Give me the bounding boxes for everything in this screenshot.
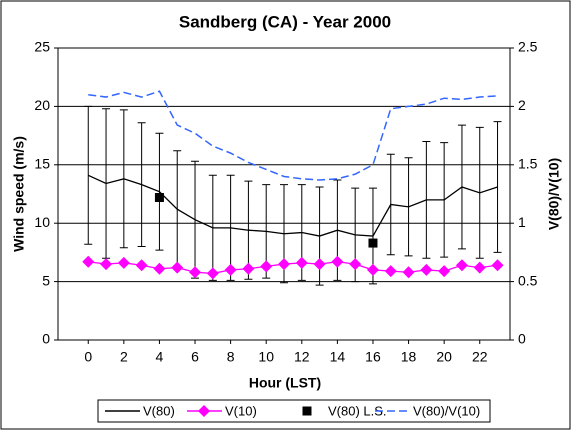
series-line <box>87 174 498 237</box>
y-tick-label: 20 <box>34 97 50 113</box>
x-tick-label: 10 <box>258 349 274 365</box>
marker <box>313 258 326 271</box>
x-tick-label: 18 <box>401 349 417 365</box>
x-axis-label: Hour (LST) <box>249 375 321 391</box>
marker <box>366 263 379 276</box>
marker <box>473 261 486 274</box>
x-tick-label: 6 <box>191 349 199 365</box>
x-tick-label: 14 <box>330 349 346 365</box>
x-tick-label: 4 <box>156 349 164 365</box>
marker <box>384 265 397 278</box>
chart-border <box>0 0 571 430</box>
y2-tick-label: 1 <box>518 214 526 230</box>
x-tick-label: 8 <box>227 349 235 365</box>
marker <box>402 266 415 279</box>
marker <box>295 256 308 269</box>
marker <box>438 265 451 278</box>
legend-label: V(80) L.S. <box>328 403 387 418</box>
y-tick-label: 0 <box>42 331 50 347</box>
y-tick-label: 5 <box>42 272 50 288</box>
legend-marker <box>302 406 312 416</box>
x-tick-label: 12 <box>294 349 310 365</box>
marker <box>278 258 290 271</box>
x-tick-label: 22 <box>472 349 488 365</box>
marker <box>260 260 273 273</box>
marker <box>171 261 184 274</box>
y-tick-label: 10 <box>34 214 50 230</box>
legend-marker <box>198 405 210 417</box>
y2-tick-label: 0 <box>518 331 526 347</box>
legend-box <box>97 399 491 423</box>
marker <box>206 267 219 280</box>
y2-tick-label: 1.5 <box>518 156 538 172</box>
marker <box>242 262 255 275</box>
chart-title: Sandberg (CA) - Year 2000 <box>179 12 391 31</box>
legend-label: V(80) <box>143 403 175 418</box>
marker <box>455 259 468 272</box>
y-tick-label: 25 <box>34 39 50 55</box>
x-tick-label: 0 <box>84 349 92 365</box>
marker <box>82 255 95 268</box>
marker <box>153 262 166 275</box>
marker <box>135 259 148 272</box>
legend-label: V(10) <box>225 403 257 418</box>
marker <box>368 238 378 248</box>
x-tick-label: 16 <box>365 349 381 365</box>
marker <box>420 263 433 276</box>
marker <box>331 255 344 268</box>
marker <box>154 193 164 203</box>
y-axis-label: Wind speed (m/s) <box>11 136 27 252</box>
marker <box>224 263 237 276</box>
legend-label: V(80)/V(10) <box>413 403 480 418</box>
marker <box>491 259 504 272</box>
y2-tick-label: 2.5 <box>518 39 538 55</box>
y2-tick-label: 2 <box>518 97 526 113</box>
marker <box>117 256 130 269</box>
marker <box>349 258 362 271</box>
y-tick-label: 15 <box>34 156 50 172</box>
x-tick-label: 2 <box>120 349 128 365</box>
marker <box>189 266 202 279</box>
x-tick-label: 20 <box>436 349 452 365</box>
y2-axis-label: V(80)/V(10) <box>546 158 562 230</box>
series-line <box>88 90 498 181</box>
marker <box>100 258 113 271</box>
y2-tick-label: 0.5 <box>518 272 538 288</box>
